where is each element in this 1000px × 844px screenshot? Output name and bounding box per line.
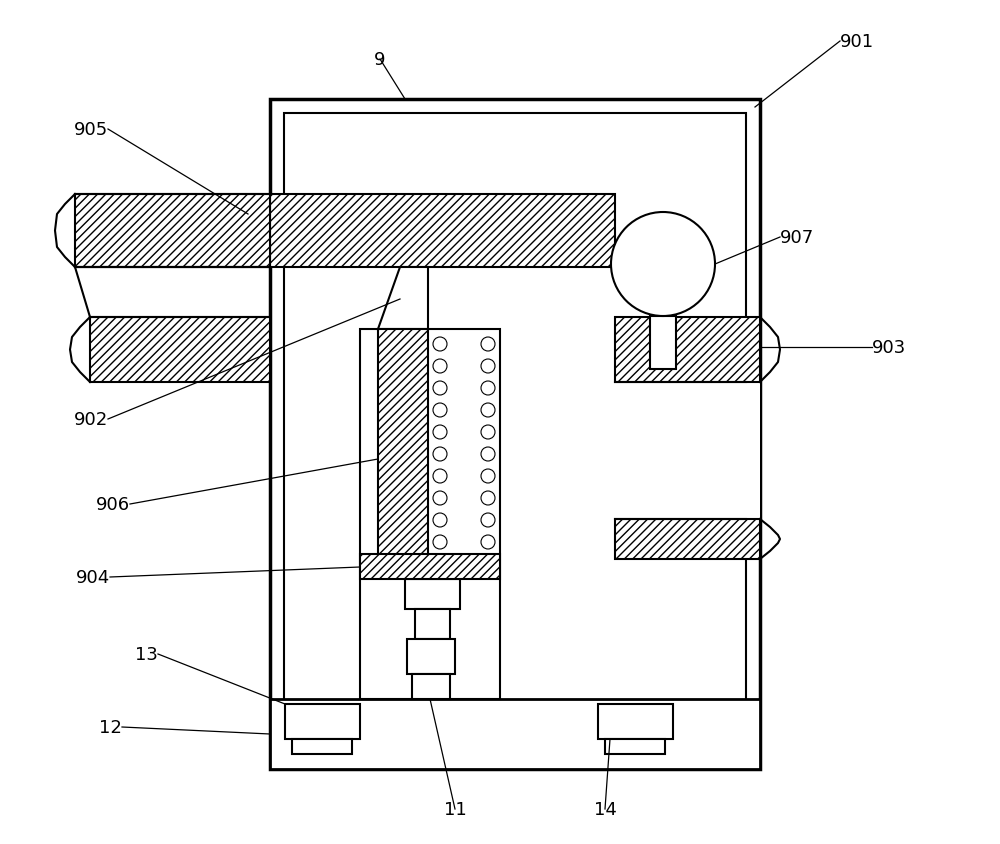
Circle shape — [433, 360, 447, 374]
Text: 9: 9 — [374, 51, 386, 69]
Bar — [270, 699, 760, 769]
Circle shape — [481, 425, 495, 440]
Circle shape — [481, 491, 495, 506]
Circle shape — [433, 535, 447, 549]
Bar — [405, 579, 460, 609]
Bar — [292, 739, 352, 754]
Text: 903: 903 — [872, 338, 906, 356]
Circle shape — [481, 403, 495, 418]
Text: 14: 14 — [594, 800, 616, 818]
Bar — [284, 114, 746, 755]
Circle shape — [433, 491, 447, 506]
Circle shape — [481, 535, 495, 549]
Circle shape — [433, 469, 447, 484]
Circle shape — [611, 213, 715, 316]
Circle shape — [433, 381, 447, 396]
Bar — [90, 317, 270, 382]
Text: 905: 905 — [74, 121, 108, 138]
Circle shape — [433, 447, 447, 462]
Bar — [615, 519, 760, 560]
Circle shape — [433, 403, 447, 418]
Text: 12: 12 — [99, 718, 122, 736]
Text: 906: 906 — [96, 495, 130, 513]
Text: 907: 907 — [780, 229, 814, 246]
Text: 11: 11 — [444, 800, 466, 818]
Bar — [415, 609, 450, 639]
Circle shape — [481, 469, 495, 484]
Text: 904: 904 — [76, 568, 110, 587]
Bar — [360, 330, 500, 699]
Bar — [615, 382, 760, 519]
Circle shape — [481, 513, 495, 528]
Bar — [285, 704, 360, 739]
Circle shape — [481, 447, 495, 462]
Text: 901: 901 — [840, 33, 874, 51]
Bar — [270, 195, 615, 268]
Bar — [75, 195, 270, 268]
Circle shape — [481, 360, 495, 374]
Circle shape — [481, 381, 495, 396]
Bar — [360, 555, 500, 579]
Bar — [412, 674, 450, 699]
Text: 13: 13 — [135, 645, 158, 663]
Text: 902: 902 — [74, 410, 108, 429]
Bar — [270, 100, 760, 769]
Bar — [598, 704, 673, 739]
Circle shape — [433, 338, 447, 352]
Circle shape — [433, 513, 447, 528]
Polygon shape — [378, 268, 428, 330]
Bar — [378, 330, 428, 560]
Bar — [605, 739, 665, 754]
Bar — [615, 317, 760, 382]
Bar — [407, 639, 455, 674]
Circle shape — [433, 425, 447, 440]
Bar — [650, 316, 676, 370]
Circle shape — [481, 338, 495, 352]
